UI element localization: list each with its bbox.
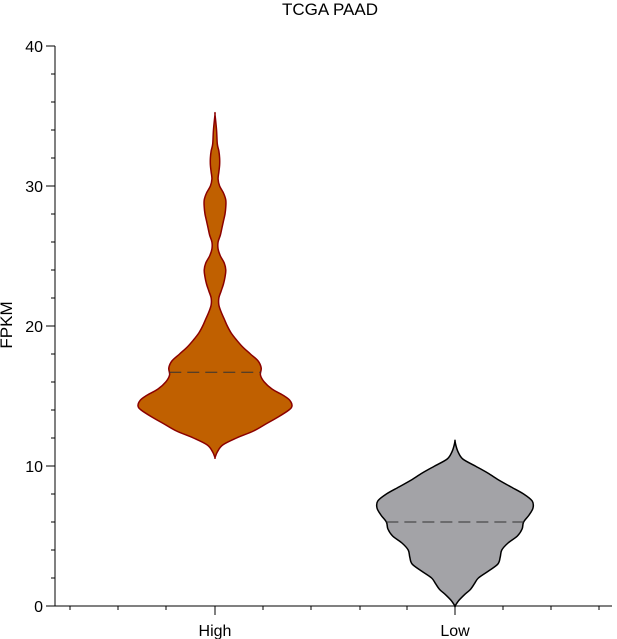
x-tick-label-low: Low [440, 623, 470, 639]
violin-low [375, 439, 535, 608]
plot-area: 0 10 20 30 40 High Low [25, 39, 612, 639]
y-tick-label: 20 [25, 319, 43, 336]
x-tick-label-high: High [199, 623, 232, 639]
y-axis-label: FPKM [0, 301, 16, 348]
y-tick-label: 10 [25, 459, 43, 476]
y-tick-label: 40 [25, 39, 43, 56]
chart-title: TCGA PAAD [282, 0, 378, 19]
y-tick-label: 30 [25, 179, 43, 196]
violin-high [137, 111, 293, 460]
y-tick-label: 0 [34, 599, 43, 616]
